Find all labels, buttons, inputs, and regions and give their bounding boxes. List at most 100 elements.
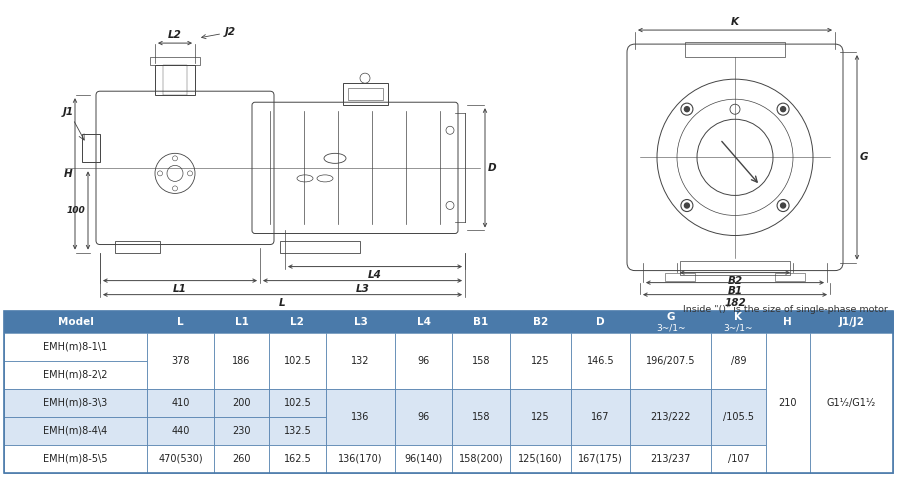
Text: 378: 378 <box>172 356 190 366</box>
Bar <box>214 311 269 333</box>
Circle shape <box>684 203 689 208</box>
Bar <box>571 333 630 389</box>
Circle shape <box>780 106 786 111</box>
Text: L2: L2 <box>291 317 304 327</box>
Text: /105.5: /105.5 <box>723 412 754 422</box>
Text: EMH(m)8-3\3: EMH(m)8-3\3 <box>43 398 108 408</box>
Bar <box>4 333 893 361</box>
Bar <box>214 445 269 473</box>
Text: 182: 182 <box>724 298 746 308</box>
Text: B1: B1 <box>727 285 742 296</box>
Bar <box>4 333 148 361</box>
Bar <box>810 333 893 473</box>
Circle shape <box>780 203 786 208</box>
Text: 167(175): 167(175) <box>578 454 623 464</box>
Bar <box>571 445 630 473</box>
Text: 132.5: 132.5 <box>284 426 311 436</box>
Text: L3: L3 <box>354 317 367 327</box>
Bar <box>214 417 269 445</box>
Text: 102.5: 102.5 <box>284 398 311 408</box>
Text: 125: 125 <box>531 356 550 366</box>
Bar <box>150 57 200 65</box>
Bar <box>348 88 383 100</box>
Bar <box>571 389 630 445</box>
Text: 440: 440 <box>172 426 190 436</box>
Circle shape <box>684 106 689 111</box>
Bar <box>711 322 766 333</box>
Bar <box>326 311 395 333</box>
Bar <box>395 445 453 473</box>
Text: 410: 410 <box>172 398 190 408</box>
Bar <box>343 83 388 105</box>
Text: 132: 132 <box>351 356 370 366</box>
Bar <box>148 417 214 445</box>
Text: L1: L1 <box>235 317 248 327</box>
Text: D: D <box>597 317 605 327</box>
Text: /107: /107 <box>727 454 750 464</box>
Bar <box>214 333 269 389</box>
Bar <box>453 445 509 473</box>
Bar <box>82 134 100 162</box>
Bar <box>4 361 148 389</box>
Text: 102.5: 102.5 <box>284 356 311 366</box>
Bar <box>280 241 360 252</box>
Text: 96: 96 <box>418 412 430 422</box>
Text: EMH(m)8-1\1: EMH(m)8-1\1 <box>43 342 108 352</box>
Text: B2: B2 <box>533 317 548 327</box>
Text: 158: 158 <box>472 356 491 366</box>
Bar <box>711 445 766 473</box>
Text: 3~/1~: 3~/1~ <box>656 323 686 332</box>
Text: 210: 210 <box>778 398 797 408</box>
Text: D: D <box>488 163 497 173</box>
Bar <box>4 311 893 473</box>
Text: /89: /89 <box>731 356 746 366</box>
Bar <box>509 311 571 333</box>
Bar <box>509 389 571 445</box>
Bar <box>4 417 148 445</box>
Text: 186: 186 <box>232 356 251 366</box>
Bar <box>326 445 395 473</box>
Bar <box>4 389 148 417</box>
Bar <box>395 333 453 389</box>
Text: 146.5: 146.5 <box>587 356 615 366</box>
Bar <box>775 273 805 281</box>
Bar <box>269 389 326 417</box>
Text: 200: 200 <box>232 398 251 408</box>
Bar <box>4 389 893 417</box>
Text: 470(530): 470(530) <box>158 454 203 464</box>
Bar <box>115 241 160 252</box>
Text: K: K <box>734 312 742 321</box>
Text: L4: L4 <box>417 317 431 327</box>
Bar <box>509 333 571 389</box>
Bar <box>395 311 453 333</box>
Text: G: G <box>860 152 868 162</box>
Text: L: L <box>177 317 184 327</box>
Bar <box>630 333 711 389</box>
Text: 162.5: 162.5 <box>284 454 311 464</box>
Text: L2: L2 <box>168 30 182 40</box>
Text: G1¹⁄₂/G1¹⁄₂: G1¹⁄₂/G1¹⁄₂ <box>827 398 876 408</box>
Bar <box>711 311 766 322</box>
Text: Model: Model <box>58 317 94 327</box>
Text: 230: 230 <box>232 426 251 436</box>
Text: J1/J2: J1/J2 <box>839 317 865 327</box>
Bar <box>155 65 195 95</box>
Bar <box>4 417 893 445</box>
Bar <box>453 311 509 333</box>
Text: B2: B2 <box>727 276 742 285</box>
Text: J1: J1 <box>62 107 74 117</box>
Bar <box>269 445 326 473</box>
Bar <box>630 389 711 445</box>
Bar <box>4 445 893 473</box>
Text: 3~/1~: 3~/1~ <box>724 323 753 332</box>
Text: EMH(m)8-5\5: EMH(m)8-5\5 <box>43 454 108 464</box>
Bar <box>453 389 509 445</box>
Text: EMH(m)8-4\4: EMH(m)8-4\4 <box>43 426 108 436</box>
Text: EMH(m)8-2\2: EMH(m)8-2\2 <box>43 370 108 380</box>
Text: 136: 136 <box>351 412 370 422</box>
Text: 167: 167 <box>591 412 610 422</box>
Bar <box>766 333 810 473</box>
Bar <box>163 65 187 95</box>
Text: 125(160): 125(160) <box>518 454 562 464</box>
Bar <box>4 311 148 333</box>
